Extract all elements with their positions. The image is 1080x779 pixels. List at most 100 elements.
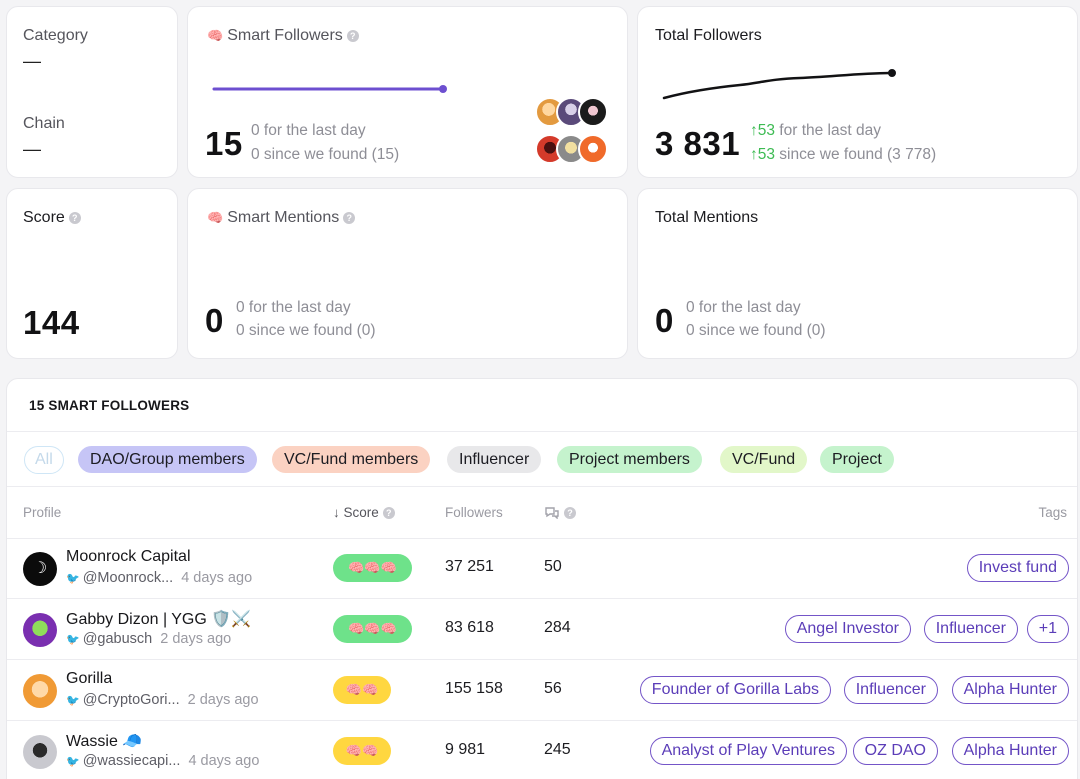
avatar[interactable]: [23, 735, 57, 769]
score-card: Score? 144: [6, 188, 178, 359]
followers-count: 83 618: [445, 619, 494, 636]
filter-all[interactable]: All: [24, 446, 64, 474]
score-badge: 🧠🧠🧠: [333, 615, 412, 643]
total-mentions-card: Total Mentions 0 0 for the last day 0 si…: [637, 188, 1078, 359]
column-header-tags: Tags: [1038, 505, 1067, 520]
followers-count: 9 981: [445, 741, 486, 758]
column-header-profile: Profile: [23, 505, 62, 520]
chain-value: —: [23, 139, 41, 159]
tag-badge[interactable]: +1: [1026, 615, 1069, 643]
score-label: Score: [23, 209, 65, 226]
total-mentions-since-found: 0 since we found (0): [686, 322, 826, 339]
tag-badge[interactable]: OZ DAO: [852, 737, 938, 765]
score-value: 144: [23, 304, 80, 341]
smart-mentions-heading: 🧠 Smart Mentions?: [207, 209, 356, 227]
total-mentions-label: Total Mentions: [655, 209, 759, 226]
category-label: Category: [23, 27, 88, 44]
score-badge: 🧠🧠🧠: [333, 554, 412, 582]
tag-badge[interactable]: Founder of Gorilla Labs: [639, 676, 831, 704]
category-value: —: [23, 51, 41, 71]
mentions-count: 245: [544, 741, 571, 758]
avatar[interactable]: ☽: [23, 552, 57, 586]
tag-badge[interactable]: Angel Investor: [784, 615, 911, 643]
category-chain-card: Category — Chain —: [6, 6, 178, 178]
divider: [7, 486, 1077, 487]
divider: [7, 659, 1077, 660]
tag-badge[interactable]: Influencer: [923, 615, 1018, 643]
column-header-score[interactable]: ↓ Score?: [333, 505, 395, 520]
profile-handle[interactable]: 🐦 @gabusch 2 days ago: [66, 631, 232, 647]
help-circle-icon[interactable]: ?: [382, 507, 395, 519]
total-followers-last-day: ↑53 for the last day: [750, 122, 881, 139]
brain-icon: 🧠: [207, 210, 224, 225]
smart-followers-since-found: 0 since we found (15): [251, 146, 400, 163]
followers-count: 155 158: [445, 680, 503, 697]
smart-followers-label: Smart Followers: [227, 27, 343, 44]
table-row[interactable]: Gorilla 🐦 @CryptoGori... 2 days ago 🧠🧠 155…: [7, 660, 1077, 721]
smart-mentions-label: Smart Mentions: [227, 209, 340, 226]
help-circle-icon[interactable]: ?: [346, 30, 359, 42]
filter-project[interactable]: Project: [820, 446, 894, 473]
profile-name[interactable]: Gorilla: [66, 670, 113, 687]
profile-handle[interactable]: 🐦 @wassiecapi... 4 days ago: [66, 753, 260, 769]
help-circle-icon[interactable]: ?: [343, 212, 356, 224]
total-followers-card: Total Followers 3 831 ↑53 for the last d…: [637, 6, 1078, 178]
smart-followers-count: 15: [205, 125, 243, 162]
profile-name[interactable]: Moonrock Capital: [66, 548, 191, 565]
score-heading: Score?: [23, 209, 81, 227]
avatar[interactable]: [23, 613, 57, 647]
total-followers-sparkline: [662, 69, 896, 100]
avatar[interactable]: [578, 97, 608, 127]
smart-mentions-last-day: 0 for the last day: [236, 299, 351, 316]
profile-name[interactable]: Gabby Dizon | YGG 🛡️⚔️: [66, 611, 252, 628]
chat-bubbles-icon: [545, 507, 559, 520]
total-followers-since-found: ↑53 since we found (3 778): [750, 146, 937, 163]
smart-mentions-count: 0: [205, 302, 224, 339]
total-mentions-count: 0: [655, 302, 674, 339]
tag-badge[interactable]: Influencer: [843, 676, 938, 704]
filter-dao-group-members[interactable]: DAO/Group members: [78, 446, 257, 473]
score-badge: 🧠🧠: [333, 676, 391, 704]
mentions-count: 56: [544, 680, 562, 697]
twitter-bird-icon: 🐦: [66, 756, 80, 768]
brain-icon: 🧠: [207, 28, 224, 43]
filter-influencer[interactable]: Influencer: [447, 446, 542, 473]
profile-name[interactable]: Wassie 🧢: [66, 733, 143, 750]
table-row[interactable]: Gabby Dizon | YGG 🛡️⚔️ 🐦 @gabusch 2 days a…: [7, 599, 1077, 660]
smart-followers-table-card: 15 SMART FOLLOWERS All DAO/Group members…: [6, 378, 1078, 779]
twitter-bird-icon: 🐦: [66, 634, 80, 646]
column-header-mentions[interactable]: ?: [544, 505, 576, 520]
tag-badge[interactable]: Alpha Hunter: [951, 737, 1069, 765]
smart-mentions-since-found: 0 since we found (0): [236, 322, 376, 339]
filter-project-members[interactable]: Project members: [557, 446, 702, 473]
tag-badge[interactable]: Invest fund: [966, 554, 1069, 582]
twitter-bird-icon: 🐦: [66, 695, 80, 707]
avatar[interactable]: [23, 674, 57, 708]
smart-followers-sparkline: [212, 85, 447, 93]
chain-label: Chain: [23, 115, 65, 132]
total-followers-label: Total Followers: [655, 27, 762, 44]
smart-followers-heading: 🧠 Smart Followers?: [207, 27, 359, 45]
tag-badge[interactable]: Analyst of Play Ventures: [649, 737, 847, 765]
smart-followers-last-day: 0 for the last day: [251, 122, 366, 139]
filter-vc-fund-members[interactable]: VC/Fund members: [272, 446, 431, 473]
avatar[interactable]: [578, 134, 608, 164]
divider: [7, 720, 1077, 721]
table-row[interactable]: ☽ Moonrock Capital 🐦 @Moonrock... 4 days a…: [7, 538, 1077, 599]
help-circle-icon[interactable]: ?: [68, 212, 81, 224]
found-time: 4 days ago: [181, 570, 253, 586]
table-row[interactable]: Wassie 🧢 🐦 @wassiecapi... 4 days ago 🧠🧠 9 …: [7, 721, 1077, 779]
profile-handle[interactable]: 🐦 @Moonrock... 4 days ago: [66, 570, 253, 586]
score-badge: 🧠🧠: [333, 737, 391, 765]
tag-badge[interactable]: Alpha Hunter: [951, 676, 1069, 704]
help-circle-icon[interactable]: ?: [564, 507, 576, 519]
divider: [7, 431, 1077, 432]
column-header-followers[interactable]: Followers: [445, 505, 503, 520]
total-mentions-last-day: 0 for the last day: [686, 299, 801, 316]
filter-vc-fund[interactable]: VC/Fund: [720, 446, 808, 473]
mentions-count: 50: [544, 558, 562, 575]
smart-mentions-card: 🧠 Smart Mentions? 0 0 for the last day 0 …: [187, 188, 628, 359]
found-time: 2 days ago: [187, 692, 259, 708]
profile-handle[interactable]: 🐦 @CryptoGori... 2 days ago: [66, 692, 259, 708]
total-followers-count: 3 831: [655, 125, 741, 162]
